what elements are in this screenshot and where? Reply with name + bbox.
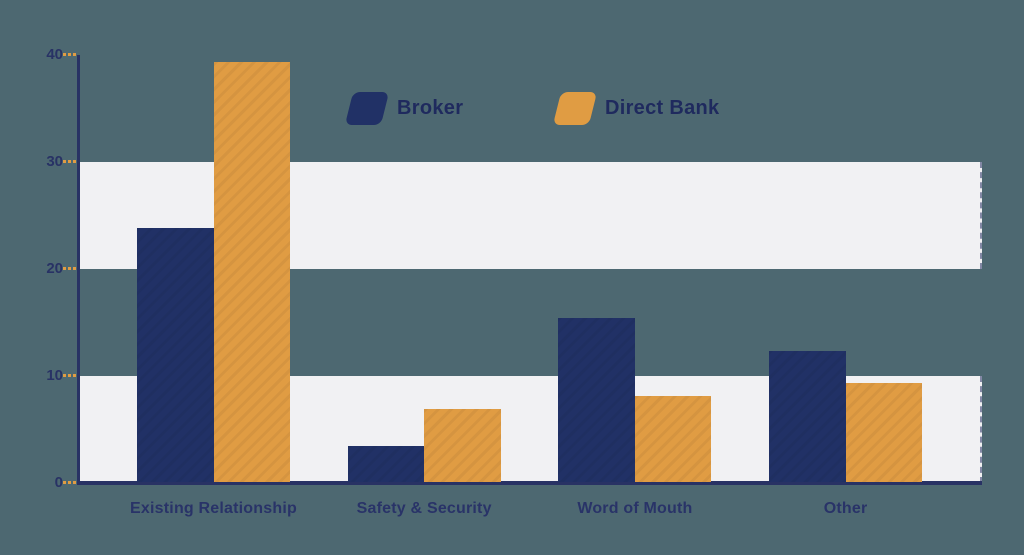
- bar-broker-word-of-mouth: [558, 317, 635, 483]
- x-axis-line: [77, 481, 982, 485]
- y-tick-label: 10: [46, 366, 63, 384]
- bar-broker-existing-relationship: [137, 228, 214, 483]
- bar-direct-bank-word-of-mouth: [634, 395, 712, 483]
- x-axis-label-other: Other: [823, 500, 868, 517]
- y-tick-label: 0: [54, 473, 63, 491]
- y-tick-mark: [63, 373, 76, 377]
- x-axis-label-existing-relationship: Existing Relationship: [130, 500, 297, 517]
- bar-broker-safety-security: [347, 446, 425, 483]
- legend-item-broker: Broker: [344, 90, 464, 126]
- legend-swatch-direct-bank-icon: [552, 91, 598, 125]
- bar-broker-other: [769, 351, 846, 483]
- y-tick-mark: [63, 53, 76, 56]
- legend-label-direct-bank: Direct Bank: [605, 96, 720, 119]
- y-tick-label: 30: [46, 152, 63, 170]
- bar-direct-bank-safety-security: [424, 408, 501, 483]
- y-tick-label: 40: [46, 46, 63, 63]
- y-axis-line: [77, 55, 80, 483]
- bar-direct-bank-existing-relationship: [213, 62, 290, 483]
- legend-label-broker: Broker: [397, 96, 464, 119]
- y-tick-mark: [63, 480, 76, 484]
- x-axis-label-safety-security: Safety & Security: [356, 500, 492, 517]
- bar-direct-bank-other: [845, 383, 923, 483]
- y-tick-mark: [63, 159, 76, 163]
- legend-swatch-broker-icon: [344, 91, 390, 125]
- y-tick-label: 20: [46, 259, 63, 277]
- legend-item-direct-bank: Direct Bank: [552, 90, 720, 126]
- x-axis-label-word-of-mouth: Word of Mouth: [577, 500, 693, 517]
- y-tick-mark: [63, 266, 76, 270]
